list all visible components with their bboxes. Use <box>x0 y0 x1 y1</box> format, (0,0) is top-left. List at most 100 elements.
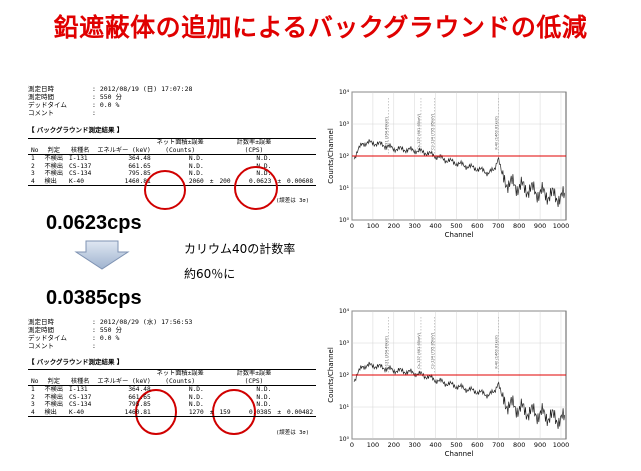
table-header-cell: ネット面積±誤差 <box>153 369 207 378</box>
report2-table-wrap: ネット面積±誤差 計数率±誤差 No 判定 核種名 エネルギー (keV) (Counts)… <box>28 369 317 417</box>
peak-label: Cs-137 (661.65keV) <box>417 113 421 149</box>
report1-table-wrap: ネット面積±誤差 計数率±誤差 No 判定 核種名 エネルギー (keV) (Counts)… <box>28 138 317 186</box>
x-tick-label: 800 <box>513 441 525 449</box>
highlight-circle <box>234 166 278 210</box>
y-tick-label: 10¹ <box>339 185 350 192</box>
table-cell <box>207 401 217 409</box>
table-cell: 不検出 <box>44 162 64 170</box>
x-tick-label: 700 <box>492 441 504 449</box>
x-tick-label: 100 <box>367 222 379 230</box>
table-cell: N.D. <box>256 155 272 162</box>
y-tick-label: 10² <box>339 153 350 160</box>
table-cell: ± <box>274 177 285 186</box>
table-header-cell: (CPS) <box>233 146 275 155</box>
report2-results-table: ネット面積±誤差 計数率±誤差 No 判定 核種名 エネルギー (keV) (Counts)… <box>28 369 317 417</box>
table-header-cell: 計数率±誤差 <box>233 138 275 147</box>
meta-row: 測定時間: 550 分 <box>28 93 192 101</box>
x-tick-label: 500 <box>450 222 462 230</box>
table-row: 3 不検出 CS-134 795.85 N.D. N.D. <box>28 401 316 409</box>
table-cell: 不検出 <box>44 386 64 393</box>
table-cell <box>207 394 217 402</box>
meta-value: : 2012/08/29 (水) 17:56:53 <box>92 318 193 326</box>
table-cell: 4 <box>28 408 42 417</box>
table-header-cell <box>274 369 285 378</box>
y-axis-label: Counts/Channel <box>327 128 335 184</box>
table-header-cell: 判定 <box>41 377 67 386</box>
table-cell: CS-137 <box>69 162 92 170</box>
table-cell: N.D. <box>188 155 204 162</box>
table-header-cell <box>284 377 317 386</box>
table-header-cell <box>206 377 217 386</box>
table-header-cell <box>274 377 285 386</box>
report1-results-table: ネット面積±誤差 計数率±誤差 No 判定 核種名 エネルギー (keV) (Counts)… <box>28 138 317 186</box>
table-cell: 200 <box>216 177 234 186</box>
y-tick-label: 10¹ <box>339 404 350 411</box>
rate-before: 0.0623cps <box>46 212 142 234</box>
table-header-cell <box>284 138 317 147</box>
table-cell: 2 <box>31 393 35 401</box>
table-cell: N.D. <box>188 393 204 401</box>
table-cell: 661.65 <box>128 162 151 170</box>
y-axis-label: Counts/Channel <box>327 347 335 403</box>
meta-row: 測定日時 : 2012/08/29 (水) 17:56:53 <box>28 318 192 326</box>
table-header-cell: 計数率±誤差 <box>233 369 275 378</box>
meta-label: コメント <box>28 109 54 117</box>
table-header-cell <box>66 369 95 378</box>
table-header-cell <box>41 138 67 147</box>
table-cell: N.D. <box>188 386 204 393</box>
table-header-cell <box>66 138 95 147</box>
x-tick-label: 800 <box>513 222 525 230</box>
x-tick-label: 200 <box>388 441 400 449</box>
meta-label: デッドタイム <box>28 101 67 109</box>
meta-row: 測定時間: 550 分 <box>28 326 192 334</box>
table-cell <box>284 401 316 409</box>
table-cell: 3 <box>31 170 35 177</box>
y-tick-label: 10⁴ <box>339 89 350 96</box>
meta-label: コメント <box>28 342 54 350</box>
table-cell: 2 <box>31 162 35 170</box>
x-tick-label: 1000 <box>553 441 570 449</box>
x-tick-label: 1000 <box>553 222 570 230</box>
table-row: 1 不検出 I-131 364.48 N.D. N.D. <box>28 386 316 394</box>
table-cell: N.D. <box>256 401 272 408</box>
table-cell: 1270 <box>153 408 207 417</box>
table-header-cell: (Counts) <box>153 377 207 386</box>
table-cell: 364.48 <box>128 386 151 393</box>
table-cell: CS-137 <box>69 393 92 401</box>
meta-label: 測定時間 <box>28 93 54 101</box>
x-tick-label: 100 <box>367 441 379 449</box>
table-cell: 不検出 <box>44 401 64 408</box>
table-cell <box>216 394 233 402</box>
peak-label: Cs-134 (795.85keV) <box>431 113 435 149</box>
x-tick-label: 0 <box>350 441 354 449</box>
spectrum-series-line <box>353 361 566 429</box>
table-header-cell: ネット面積±誤差 <box>153 138 207 147</box>
table-cell: N.D. <box>188 170 204 177</box>
table-header-cell <box>94 369 154 378</box>
report1-meta: 測定日時: 2012/08/19 (日) 17:07:28 測定時間: 550 分… <box>28 85 192 117</box>
x-tick-label: 900 <box>534 441 546 449</box>
peak-label: K-40 (1460.81keV) <box>494 335 498 369</box>
table-cell <box>274 386 284 394</box>
table-header-cell: エネルギー (keV) <box>94 377 154 386</box>
table-header-cell <box>28 138 42 147</box>
report2-note: (誤差は 3σ) <box>276 430 310 436</box>
peak-label: I-131 (364.48keV) <box>385 336 389 369</box>
y-tick-label: 10⁰ <box>339 217 350 224</box>
table-header-cell <box>216 138 234 147</box>
table-header-cell <box>274 146 285 155</box>
table-header-cell <box>206 369 217 378</box>
table-header-cell <box>284 146 317 155</box>
meta-label: 測定日時 <box>28 318 54 326</box>
meta-row: コメント: <box>28 342 192 350</box>
table-cell <box>274 401 284 409</box>
table-row: 2 不検出 CS-137 661.65 N.D. N.D. <box>28 163 316 171</box>
spectrum-chart-before: 0 100 200 300 400 500 600 700 800 900 1000 10⁰ 10¹ 10… <box>327 89 570 239</box>
peak-label: Cs-137 (661.65keV) <box>417 332 421 368</box>
table-cell: CS-134 <box>69 170 92 177</box>
meta-label: デッドタイム <box>28 334 67 342</box>
table-cell <box>284 386 316 394</box>
table-cell: N.D. <box>256 386 272 393</box>
table-header-cell: No <box>28 146 42 155</box>
table-cell: N.D. <box>188 401 204 408</box>
